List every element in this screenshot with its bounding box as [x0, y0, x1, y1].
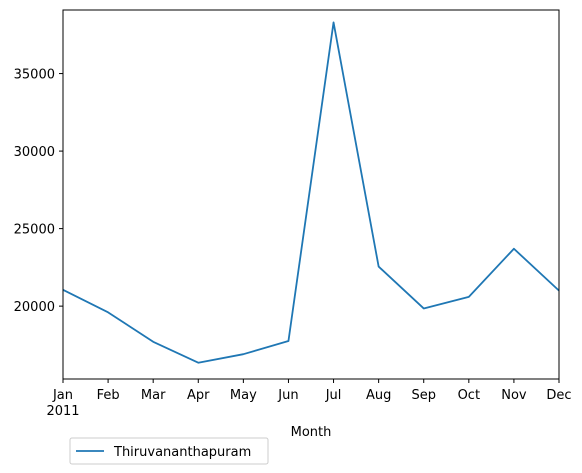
legend-label-thiruvananthapuram: Thiruvananthapuram	[113, 445, 251, 460]
x-tick-label: Feb	[97, 388, 120, 403]
x-tick-label: Mar	[141, 388, 166, 403]
y-axis-ticks: 20000 25000 30000 35000	[14, 68, 63, 315]
x-tick-label: Oct	[458, 388, 480, 403]
x-tick-label: May	[230, 388, 257, 403]
x-axis-ticks: Jan Feb Mar Apr May Jun Jul Aug Sep Oct Nov Dec	[52, 379, 572, 403]
y-tick-label: 20000	[14, 300, 55, 315]
x-tick-label: Jan	[52, 388, 73, 403]
x-tick-label: Aug	[366, 388, 391, 403]
legend: Thiruvananthapuram	[69, 437, 269, 465]
axes-frame	[62, 9, 560, 380]
x-tick-label: Jul	[325, 388, 342, 403]
x-tick-label: Nov	[501, 388, 527, 403]
x-tick-label: Jun	[277, 388, 298, 403]
x-tick-label: Apr	[187, 388, 210, 403]
x-axis-title: Month	[291, 425, 332, 440]
legend-box	[69, 437, 269, 465]
y-tick-label: 30000	[14, 145, 55, 160]
x-tick-label: Dec	[546, 388, 571, 403]
y-tick-label: 35000	[14, 68, 55, 83]
x-tick-label: Sep	[411, 388, 436, 403]
plot-area	[62, 21, 560, 364]
y-tick-label: 25000	[14, 223, 55, 238]
x-axis-year-label: 2011	[46, 404, 79, 419]
series-line-thiruvananthapuram	[62, 21, 560, 364]
